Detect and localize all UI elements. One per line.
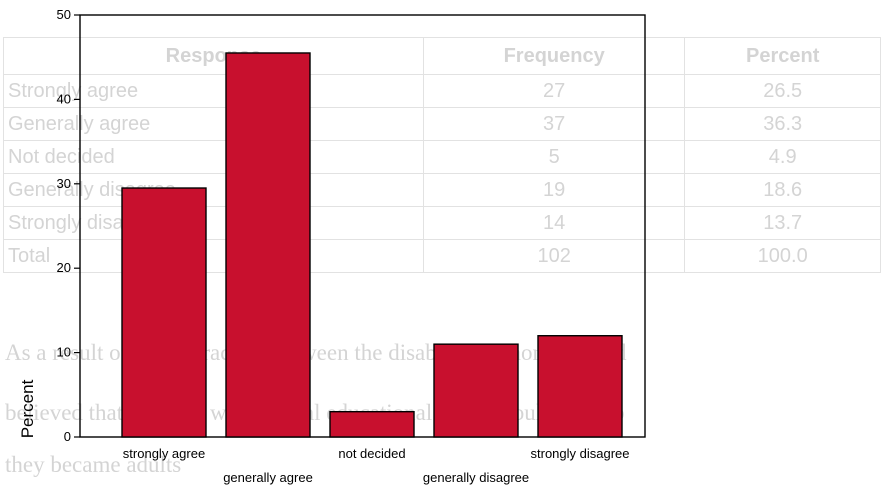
x-category-label: generally agree: [223, 470, 313, 485]
y-axis-label: Percent: [18, 379, 37, 438]
y-tick-label: 40: [57, 91, 71, 106]
bar: [433, 343, 519, 438]
x-category-label: not decided: [338, 446, 405, 461]
bar: [537, 335, 623, 438]
y-tick-label: 20: [57, 260, 71, 275]
x-category-label: strongly agree: [123, 446, 205, 461]
y-tick-label: 10: [57, 345, 71, 360]
y-tick-label: 0: [64, 429, 71, 444]
bar: [225, 52, 311, 438]
bar: [121, 187, 207, 438]
y-tick-label: 50: [57, 7, 71, 22]
x-category-label: strongly disagree: [531, 446, 630, 461]
x-category-label: generally disagree: [423, 470, 529, 485]
y-tick-label: 30: [57, 176, 71, 191]
bar: [329, 410, 415, 438]
